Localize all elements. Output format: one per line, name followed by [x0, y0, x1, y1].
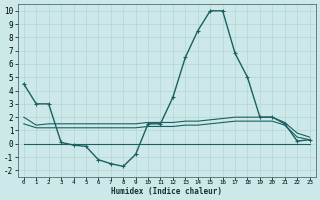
X-axis label: Humidex (Indice chaleur): Humidex (Indice chaleur) [111, 187, 222, 196]
